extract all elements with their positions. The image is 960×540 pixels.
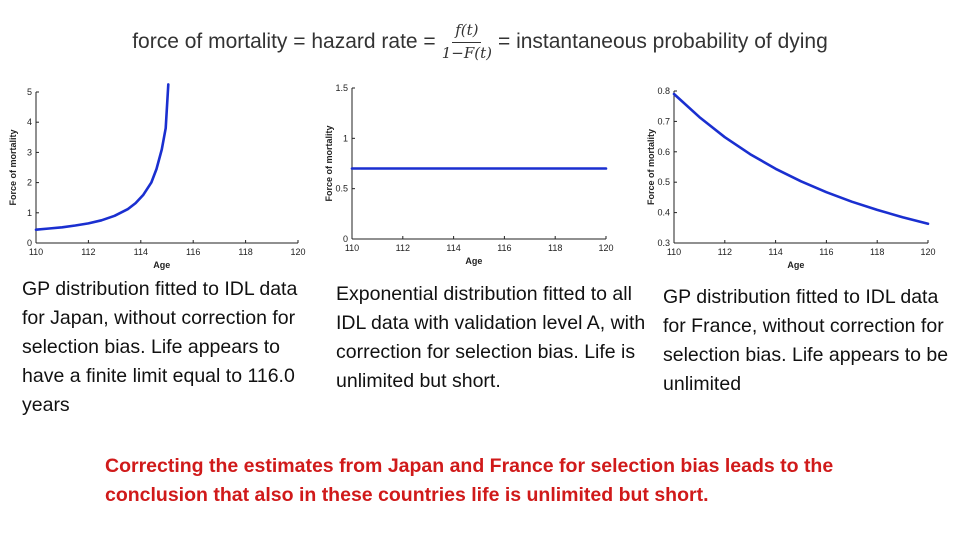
y-tick-label: 0 [343, 234, 348, 244]
x-tick-label: 114 [768, 247, 782, 257]
y-axis-label: Force of mortality [324, 125, 334, 201]
x-tick-label: 120 [290, 247, 305, 257]
x-tick-label: 112 [718, 247, 732, 257]
x-tick-label: 114 [134, 247, 148, 257]
x-axis-label: Age [465, 256, 482, 266]
x-tick-label: 110 [345, 243, 359, 253]
x-axis-label: Age [153, 260, 170, 270]
y-tick-label: 0.6 [657, 147, 670, 157]
y-tick-label: 1 [343, 133, 348, 143]
x-tick-label: 118 [870, 247, 884, 257]
y-tick-label: 5 [27, 87, 32, 97]
y-tick-label: 0.5 [657, 177, 670, 187]
x-tick-label: 116 [497, 243, 511, 253]
france-gp-chart: 110 112 114 116 118 120 0.3 0.4 0.5 0.6 0.7 0.8 Age F… [646, 86, 936, 270]
y-tick-label: 1.5 [335, 83, 348, 93]
title-prefix: force of mortality = hazard rate = [132, 30, 436, 53]
y-tick-label: 4 [27, 117, 32, 127]
caption-japan: GP distribution fitted to IDL data for J… [22, 278, 298, 416]
y-axis-label: Force of mortality [646, 129, 656, 205]
y-tick-label: 1 [27, 208, 32, 218]
conclusion-text: Correcting the estimates from Japan and … [105, 455, 834, 506]
fraction-denominator: 1−F(t) [441, 43, 492, 62]
x-tick-label: 116 [819, 247, 833, 257]
x-tick-label: 120 [598, 243, 613, 253]
x-tick-label: 120 [920, 247, 935, 257]
x-tick-label: 116 [186, 247, 200, 257]
y-tick-label: 0.8 [657, 86, 670, 96]
y-tick-label: 3 [27, 147, 32, 157]
x-tick-label: 112 [396, 243, 410, 253]
title-suffix: = instantaneous probability of dying [497, 30, 828, 53]
japan-gp-chart: 110 112 114 116 118 120 0 1 2 3 4 5 Age Force of mort… [8, 83, 306, 270]
x-tick-label: 110 [667, 247, 681, 257]
x-tick-label: 118 [238, 247, 252, 257]
x-tick-label: 114 [446, 243, 460, 253]
caption-france: GP distribution fitted to IDL data for F… [663, 286, 949, 395]
y-tick-label: 0.5 [335, 184, 348, 194]
y-tick-label: 0 [27, 238, 32, 248]
series-line [672, 92, 930, 226]
series-line [34, 83, 170, 231]
y-tick-label: 0.3 [657, 238, 670, 248]
y-axis-label: Force of mortality [8, 129, 18, 205]
x-tick-label: 110 [29, 247, 43, 257]
y-tick-label: 0.7 [657, 116, 670, 126]
exponential-chart: 110 112 114 116 118 120 0 0.5 1 1.5 Age Force of mo… [324, 83, 614, 266]
y-tick-label: 2 [27, 178, 32, 188]
x-tick-label: 118 [548, 243, 562, 253]
hazard-fraction: f(t) 1−F(t) [442, 22, 492, 62]
formula-title: force of mortality = hazard rate = f(t) … [0, 14, 960, 70]
caption-exponential: Exponential distribution fitted to all I… [336, 283, 646, 392]
y-tick-label: 0.4 [657, 208, 670, 218]
x-axis-label: Age [787, 260, 804, 270]
fraction-numerator: f(t) [452, 22, 482, 43]
x-tick-label: 112 [81, 247, 95, 257]
